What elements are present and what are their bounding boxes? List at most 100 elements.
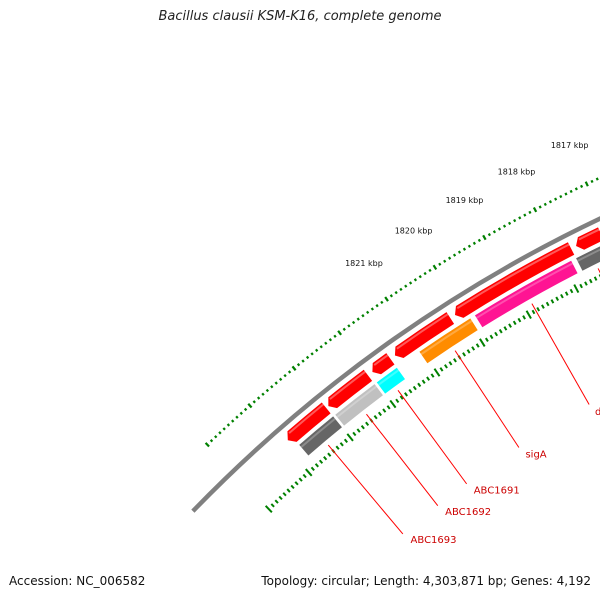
inner-tick xyxy=(346,433,354,442)
ruler-tick xyxy=(252,400,256,404)
ruler-tick xyxy=(532,206,538,213)
inner-tick xyxy=(430,373,435,378)
ruler-tick xyxy=(404,284,408,288)
inner-tick xyxy=(356,428,361,433)
inner-tick xyxy=(489,334,494,340)
inner-tick xyxy=(290,484,295,490)
inner-tick xyxy=(274,499,279,504)
ruler-dots xyxy=(204,177,599,448)
cds-arrow[interactable] xyxy=(372,353,395,375)
gene-label-abc1693[interactable]: ABC1693 xyxy=(411,535,457,546)
gene-bar-highlight xyxy=(476,262,573,319)
inner-tick xyxy=(439,367,444,372)
ruler-tick xyxy=(595,177,599,181)
inner-tick xyxy=(448,361,453,366)
ruler-tick xyxy=(218,431,222,435)
inner-tick xyxy=(453,358,457,363)
inner-tick xyxy=(512,320,517,326)
inner-tick xyxy=(522,315,526,320)
ruler-labels: 1812 kbp1813 kbp1814 kbp1815 kbp1816 kbp… xyxy=(345,141,588,268)
ruler-tick xyxy=(467,244,471,248)
gene-leader-line xyxy=(366,413,439,507)
inner-tick xyxy=(484,337,489,342)
ruler-tick xyxy=(380,300,384,305)
map-title: Bacillus clausii KSM-K16, complete genom… xyxy=(158,9,442,24)
ruler-tick xyxy=(356,317,360,321)
gene-bar-abc1692[interactable] xyxy=(335,384,383,426)
inner-tick xyxy=(282,492,287,497)
ruler-label: 1820 kbp xyxy=(395,226,433,235)
gene-label-abc1691[interactable]: ABC1691 xyxy=(474,486,520,497)
inner-tick xyxy=(433,368,441,377)
ruler-tick xyxy=(564,192,568,196)
inner-tick xyxy=(545,301,550,307)
ruler-tick xyxy=(580,184,584,189)
inner-tick xyxy=(541,304,545,309)
inner-tick xyxy=(560,293,564,299)
ruler-tick xyxy=(394,290,398,295)
cds-highlight xyxy=(456,243,570,310)
ruler-tick xyxy=(310,352,314,356)
inner-tick xyxy=(270,503,275,508)
ruler-tick xyxy=(328,338,333,342)
inner-tick xyxy=(318,459,324,464)
gene-bar-abc1688[interactable] xyxy=(576,246,600,271)
gene-bar-abc1691[interactable] xyxy=(376,367,406,394)
backbone-line xyxy=(191,216,600,513)
genome-backbone xyxy=(191,216,600,513)
gene-leader-line xyxy=(397,390,468,485)
gene-bar-highlight xyxy=(576,248,600,262)
cds-highlight xyxy=(373,354,389,366)
ruler-tick xyxy=(477,238,481,243)
gene-bar-dnag[interactable] xyxy=(474,260,578,328)
ruler-tick xyxy=(492,230,496,234)
ruler-tick xyxy=(497,227,502,231)
gene-label-abc1692[interactable]: ABC1692 xyxy=(445,507,491,518)
ruler-tick xyxy=(559,194,563,199)
ruler-tick xyxy=(287,370,292,374)
ruler-tick xyxy=(342,327,346,331)
inner-tick xyxy=(377,411,382,417)
inner-tick xyxy=(517,317,522,323)
gene-label-dnag[interactable]: dnaG xyxy=(595,407,600,418)
gene-leader-line xyxy=(327,444,404,535)
cds-highlight xyxy=(288,403,324,434)
gene-bar-siga[interactable] xyxy=(419,318,478,364)
inner-tick xyxy=(550,299,555,304)
gene-bar-highlight xyxy=(336,385,377,418)
inner-tick xyxy=(343,438,348,444)
ruler-tick xyxy=(305,355,310,360)
ruler-tick xyxy=(333,334,337,338)
inner-tick xyxy=(352,431,357,437)
inner-tick xyxy=(573,284,580,293)
ruler-tick xyxy=(247,403,253,409)
ruler-tick xyxy=(399,287,403,292)
inner-tick xyxy=(421,379,426,384)
gene-bar-abc1693[interactable] xyxy=(299,416,342,456)
ruler-tick xyxy=(324,341,328,345)
ruler-tick xyxy=(389,294,393,298)
gene-leader-line xyxy=(531,303,590,405)
ruler-tick xyxy=(569,189,573,194)
cds-arrow[interactable] xyxy=(454,242,575,318)
ruler-tick xyxy=(375,304,379,308)
ruler-tick xyxy=(291,365,297,371)
cds-arrow[interactable] xyxy=(328,369,373,409)
inner-tick xyxy=(310,466,315,472)
ruler-tick xyxy=(502,224,507,228)
gene-label-siga[interactable]: sigA xyxy=(525,450,546,461)
ruler-tick xyxy=(337,330,343,336)
cds-arrow[interactable] xyxy=(287,402,331,442)
inner-tick xyxy=(360,425,365,430)
ruler-tick xyxy=(231,419,235,423)
inner-tick xyxy=(327,452,332,457)
ruler-tick xyxy=(351,320,356,325)
inner-tick xyxy=(264,505,273,514)
ruler-tick xyxy=(508,221,512,225)
cds-arrow[interactable] xyxy=(576,227,600,250)
ruler-tick xyxy=(256,396,261,400)
cds-arrow[interactable] xyxy=(394,312,455,359)
gene-bar-highlight xyxy=(420,320,473,356)
inner-tick xyxy=(314,463,319,468)
